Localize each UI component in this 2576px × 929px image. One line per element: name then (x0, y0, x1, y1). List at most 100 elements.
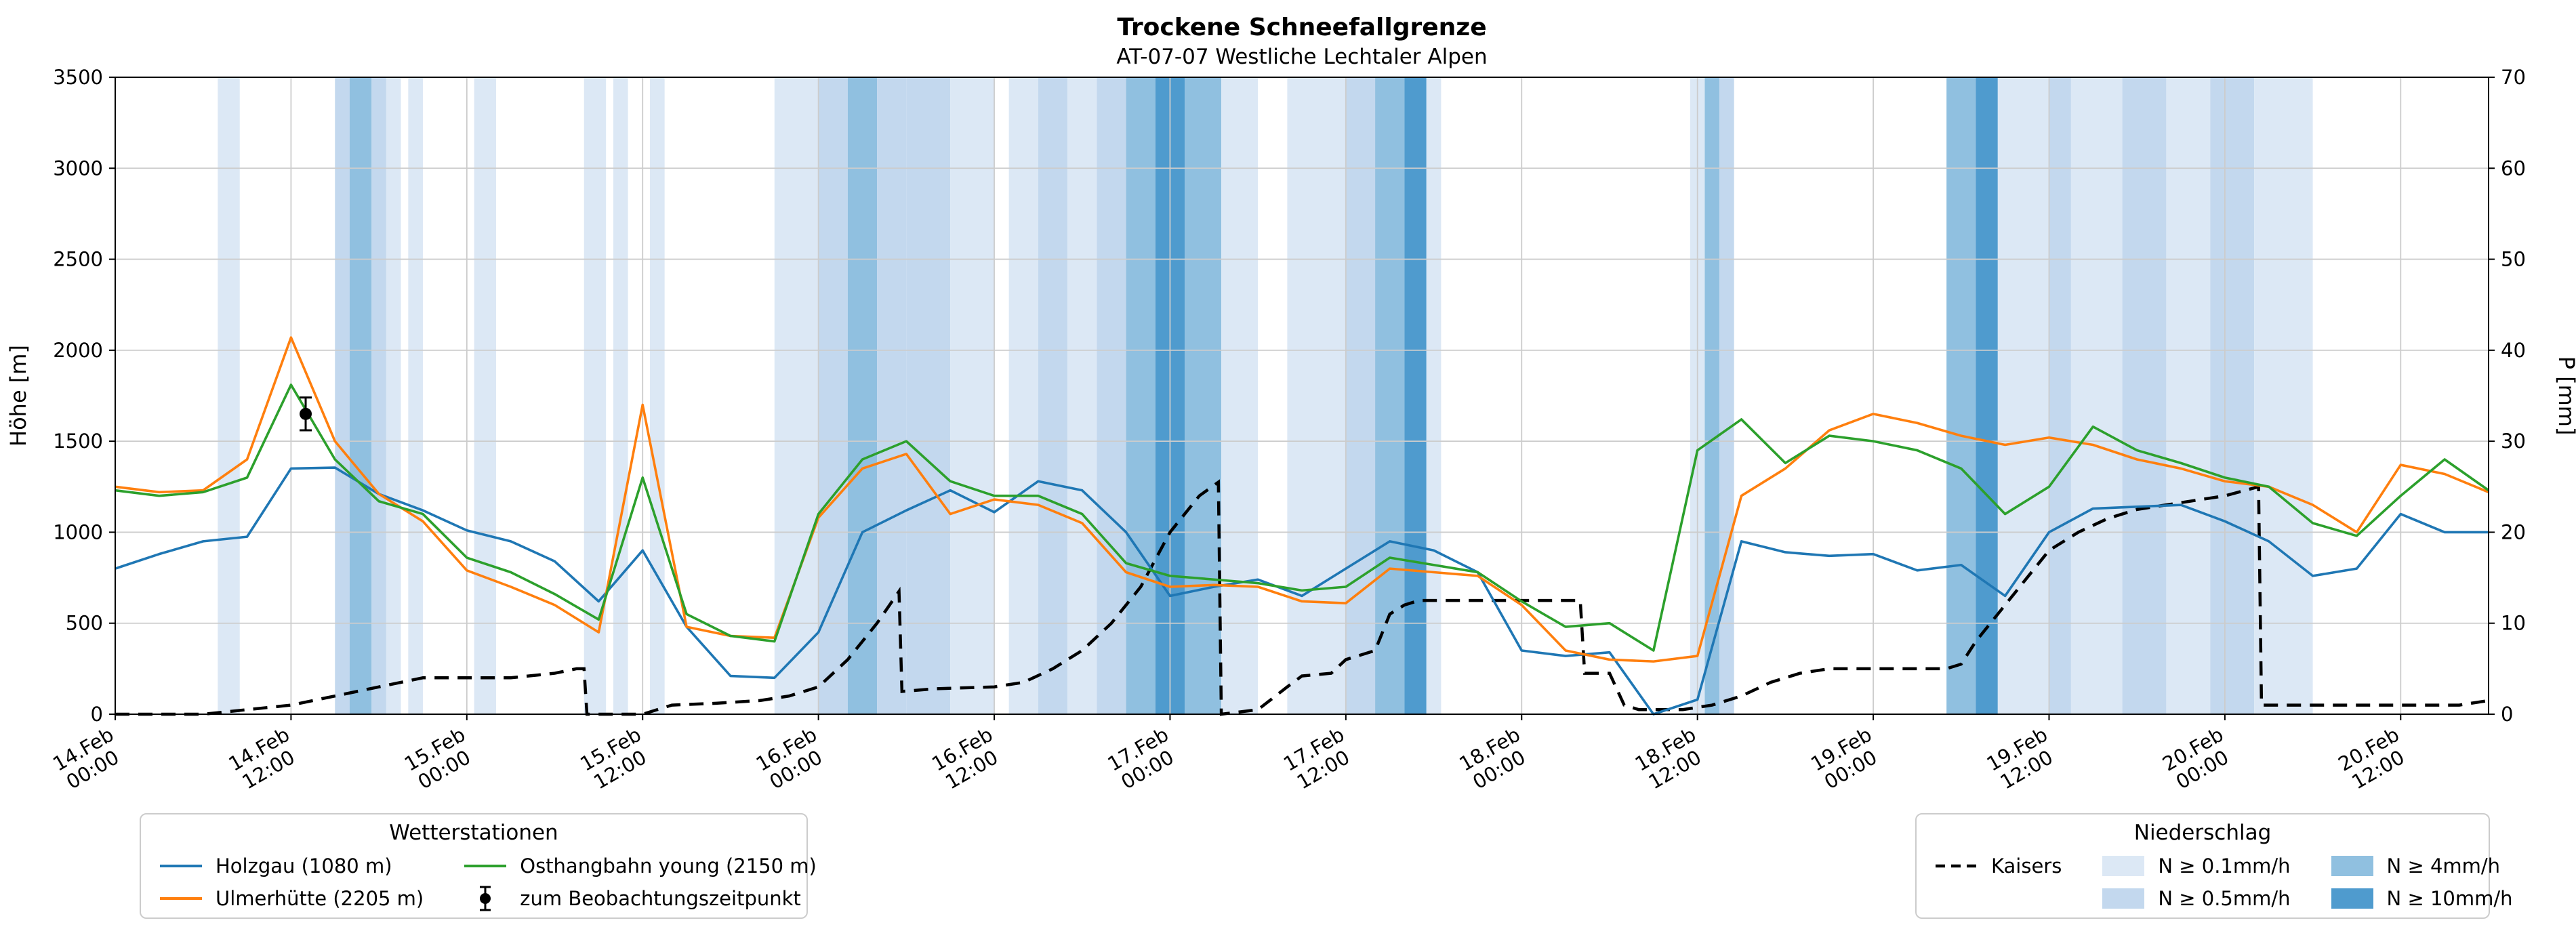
y-tick-label-left: 0 (91, 703, 103, 726)
series-line-kaisers (115, 479, 2489, 716)
y-tick-label-right: 20 (2501, 520, 2526, 543)
precip-patch-icon (2331, 855, 2373, 876)
legend-item-kaisers: Kaisers (1934, 850, 2062, 882)
legend-spacer (1934, 883, 2062, 914)
precip-band (1704, 77, 1720, 714)
series-layer (115, 336, 2490, 716)
chart-title: Trockene Schneefallgrenze (1117, 14, 1486, 41)
precip-band (1997, 77, 2049, 714)
precip-band (2210, 77, 2255, 714)
precip-band (650, 77, 665, 714)
precip-band (1287, 77, 1346, 714)
precip-band (335, 77, 350, 714)
x-tick-label: 19.Feb00:00 (1807, 723, 1887, 796)
y-tick-label-left: 500 (66, 612, 103, 635)
x-tick-label: 19.Feb12:00 (1983, 723, 2063, 796)
x-tick-label: 14.Feb00:00 (49, 723, 129, 796)
legend-item-n-4: N ≥ 4mm/h (2330, 850, 2513, 882)
precip-band (1976, 77, 1998, 714)
legend-precip: Niederschlag Kaisers N ≥ 0.1mm/h N ≥ 0.5mm… (1915, 813, 2513, 919)
observation-marker-icon (480, 886, 491, 911)
precip-band (774, 77, 819, 714)
legend-item-n-10: N ≥ 10mm/h (2330, 883, 2513, 914)
legend-stations-title: Wetterstationen (389, 821, 558, 845)
precip-band (1375, 77, 1405, 714)
y-tick-label-right: 50 (2501, 248, 2526, 271)
y-tick-label-right: 60 (2501, 157, 2526, 180)
precip-band (877, 77, 907, 714)
dashed-line-icon (1936, 864, 1978, 867)
legend-label-n-0-1: N ≥ 0.1mm/h (2158, 854, 2291, 878)
line-icon (160, 864, 202, 867)
chart-subtitle: AT-07-07 Westliche Lechtaler Alpen (1116, 45, 1487, 69)
series-line-osthangbahn (115, 384, 2490, 652)
precip-band (906, 77, 951, 714)
precip-band (1185, 77, 1222, 714)
y-tick-label-right: 10 (2501, 612, 2526, 635)
x-tick-label: 16.Feb12:00 (928, 723, 1008, 796)
y-tick-label-left: 1500 (53, 430, 103, 453)
x-tick-label: 16.Feb00:00 (752, 723, 832, 796)
precip-band (408, 77, 423, 714)
legend-item-n-0-1: N ≥ 0.1mm/h (2101, 850, 2291, 882)
y-axis-label-left: Höhe [m] (5, 345, 31, 447)
precip-band (349, 77, 372, 714)
series-line-ulmerhuette (115, 336, 2489, 663)
legend-label-n-0-5: N ≥ 0.5mm/h (2158, 886, 2291, 910)
precip-band (1946, 77, 1976, 714)
precip-band (218, 77, 240, 714)
x-tick-label: 17.Feb00:00 (1104, 723, 1184, 796)
precip-band (1345, 77, 1376, 714)
x-tick-label: 17.Feb12:00 (1280, 723, 1359, 796)
precip-band (1097, 77, 1126, 714)
precip-band (1038, 77, 1068, 714)
legend-precip-items: Kaisers N ≥ 0.1mm/h N ≥ 0.5mm/h N ≥ 4mm/h N … (1934, 850, 2513, 914)
y-tick-label-left: 3000 (53, 157, 103, 180)
precip-band (2070, 77, 2123, 714)
observation-marker (300, 396, 312, 432)
legend-precip-title: Niederschlag (2133, 821, 2272, 845)
y-tick-label-left: 1000 (53, 520, 103, 543)
precip-band (2254, 77, 2313, 714)
legend-label-kaisers: Kaisers (1991, 854, 2062, 878)
x-tick-label: 20.Feb00:00 (2159, 723, 2238, 796)
legend-item-holzgau: Holzgau (1080 m) (159, 850, 424, 882)
precip-band (2049, 77, 2071, 714)
plot-border (115, 77, 2489, 715)
line-icon (464, 864, 507, 867)
precip-band (371, 77, 386, 714)
precip-band (950, 77, 995, 714)
x-tick-label: 20.Feb12:00 (2334, 723, 2414, 796)
y-tick-label-left: 3500 (53, 66, 103, 89)
legend-label-holzgau: Holzgau (1080 m) (216, 854, 392, 878)
y-tick-label-left: 2500 (53, 248, 103, 271)
series-line-holzgau (115, 466, 2489, 716)
precip-band (1426, 77, 1442, 714)
x-tick-label: 15.Feb00:00 (401, 723, 481, 796)
precip-band (1404, 77, 1427, 714)
y-tick-label-right: 70 (2501, 66, 2526, 89)
legend-stations: Wetterstationen Holzgau (1080 m) Ulmerhüt… (140, 813, 817, 919)
precip-band (386, 77, 401, 714)
precip-band (1008, 77, 1038, 714)
y-tick-label-right: 0 (2501, 703, 2513, 726)
precip-band (613, 77, 628, 714)
x-tick-label: 15.Feb12:00 (576, 723, 656, 796)
y-tick-label-right: 40 (2501, 339, 2526, 362)
y-tick-label-right: 30 (2501, 430, 2526, 453)
precip-patch-icon (2331, 888, 2373, 909)
legend-stations-items: Holzgau (1080 m) Ulmerhütte (2205 m) Ostha… (159, 850, 817, 914)
precip-band (2166, 77, 2211, 714)
legend-item-ulmerhuette: Ulmerhütte (2205 m) (159, 883, 424, 914)
x-tick-label: 18.Feb12:00 (1631, 723, 1711, 796)
precip-band (1126, 77, 1156, 714)
precip-band (1719, 77, 1734, 714)
precip-band (847, 77, 878, 714)
legend-label-ulmerhuette: Ulmerhütte (2205 m) (216, 886, 424, 910)
legend-label-n-4: N ≥ 4mm/h (2386, 854, 2501, 878)
precip-patch-icon (2102, 855, 2145, 876)
chart: Trockene Schneefallgrenze AT-07-07 Westl… (5, 14, 2576, 796)
legend-item-beobachtungszeitpunkt: zum Beobachtungszeitpunkt (463, 883, 817, 914)
precip-band (1221, 77, 1259, 714)
